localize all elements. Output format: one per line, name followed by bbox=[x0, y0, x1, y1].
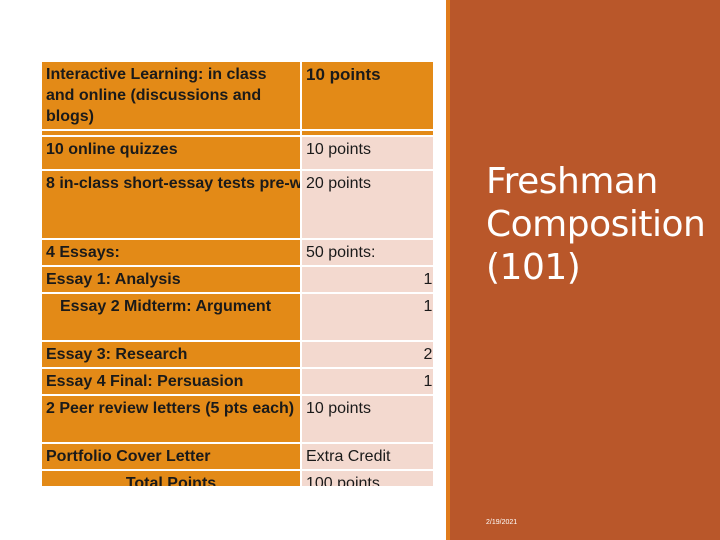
slide-title-line: Composition bbox=[486, 204, 706, 245]
row-item-cell: 2 Peer review letters (5 pts each) bbox=[40, 394, 302, 444]
row-points-cell: 20 poin bbox=[300, 340, 433, 369]
table-row: Essay 3: Research 20 poin bbox=[40, 340, 433, 369]
table-row: 10 online quizzes 10 points bbox=[40, 135, 433, 171]
row-points-cell: 10 points bbox=[300, 135, 433, 171]
title-panel bbox=[446, 0, 720, 540]
row-item-cell: Essay 2 Midterm: Argument bbox=[40, 292, 302, 342]
row-points-cell: 10 poin bbox=[300, 367, 433, 396]
row-points-cell: 10 poin bbox=[300, 292, 433, 342]
row-item-cell: Portfolio Cover Letter bbox=[40, 442, 302, 471]
total-item-cell: Total Points bbox=[40, 469, 302, 486]
table-row: Total Points 100 points bbox=[40, 469, 433, 486]
table-row: Essay 1: Analysis 10 poin bbox=[40, 265, 433, 294]
table-row: Portfolio Cover Letter Extra Credit bbox=[40, 442, 433, 471]
row-item-cell: Essay 1: Analysis bbox=[40, 265, 302, 294]
row-points-cell: 20 points bbox=[300, 169, 433, 240]
row-points-cell: 10 points bbox=[300, 394, 433, 444]
row-points-cell: Extra Credit bbox=[300, 442, 433, 471]
table-row: Essay 2 Midterm: Argument 10 poin bbox=[40, 292, 433, 342]
slide-title: Freshman Composition (101) bbox=[486, 160, 706, 289]
row-points-cell: 10 poin bbox=[300, 265, 433, 294]
table-row: 2 Peer review letters (5 pts each) 10 po… bbox=[40, 394, 433, 444]
total-points-cell: 100 points bbox=[300, 469, 433, 486]
slide-content-area: Interactive Learning: in class and onlin… bbox=[40, 60, 433, 486]
table-row: 4 Essays: 50 points: bbox=[40, 238, 433, 267]
row-points-cell: 50 points: bbox=[300, 238, 433, 267]
slide-title-line: Freshman bbox=[486, 161, 658, 202]
slide-date: 2/19/2021 bbox=[486, 519, 518, 526]
accent-divider bbox=[446, 0, 450, 540]
row-item-cell: Essay 4 Final: Persuasion bbox=[40, 367, 302, 396]
table-row: Essay 4 Final: Persuasion 10 poin bbox=[40, 367, 433, 396]
table-header-row: Interactive Learning: in class and onlin… bbox=[40, 60, 433, 131]
table-row: 8 in-class short-essay tests pre-writes … bbox=[40, 169, 433, 240]
grading-table-container: Interactive Learning: in class and onlin… bbox=[40, 60, 433, 486]
row-item-cell: 4 Essays: bbox=[40, 238, 302, 267]
slide-title-line: (101) bbox=[486, 247, 581, 288]
grading-table: Interactive Learning: in class and onlin… bbox=[40, 60, 433, 486]
header-spacer-row bbox=[40, 129, 433, 137]
row-item-cell: 10 online quizzes bbox=[40, 135, 302, 171]
header-points-cell: 10 points bbox=[300, 60, 433, 131]
row-item-cell: Essay 3: Research bbox=[40, 340, 302, 369]
row-item-cell: 8 in-class short-essay tests pre-writes … bbox=[40, 169, 302, 240]
header-item-cell: Interactive Learning: in class and onlin… bbox=[40, 60, 302, 131]
